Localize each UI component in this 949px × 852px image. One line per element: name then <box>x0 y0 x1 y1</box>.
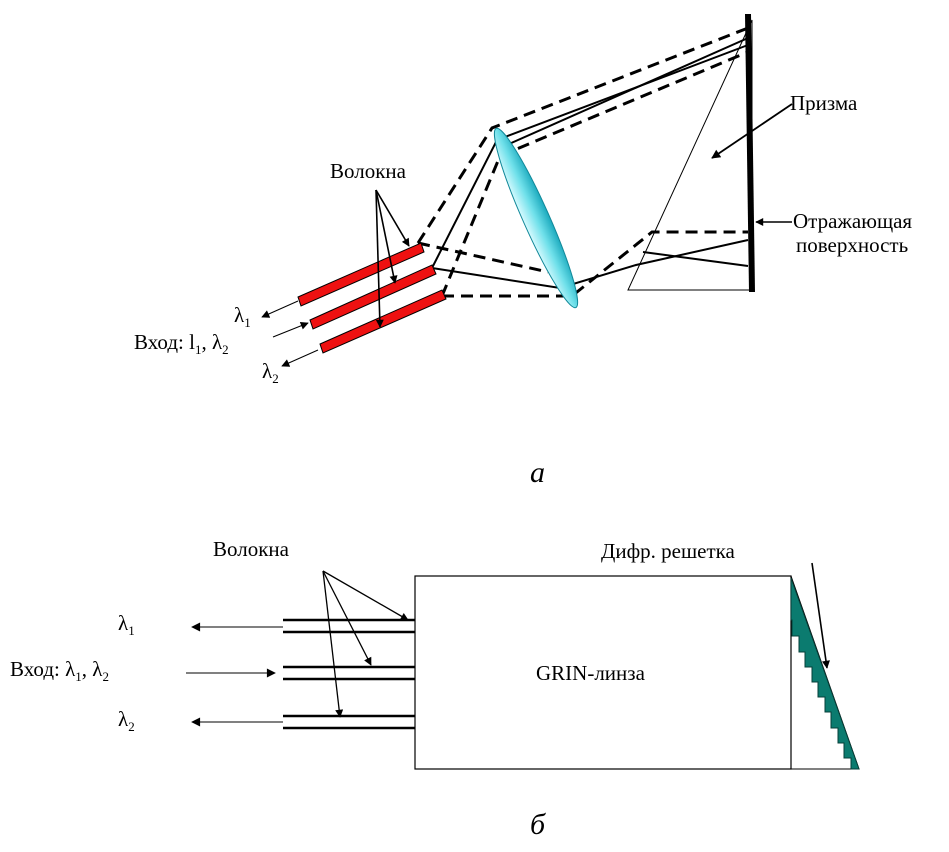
out1-label-b: λ1 <box>118 611 135 638</box>
out2-label-a: λ2 <box>262 359 279 386</box>
out1-arrow <box>261 300 299 318</box>
fibers-label-b: Волокна <box>213 537 290 561</box>
fibers-label-a: Волокна <box>330 159 407 183</box>
reflect-label-line1: Отражающая <box>793 209 912 233</box>
diagram-b: GRIN-линза Дифр. решетка Волокна λ1 <box>10 537 860 841</box>
grin-lens-label: GRIN-линза <box>536 661 646 685</box>
lens <box>493 127 579 309</box>
fibers-pointers-a <box>375 189 410 328</box>
grating-label: Дифр. решетка <box>601 539 736 563</box>
diagram-a: Волокна Призма Отражающая поверхность λ1… <box>134 13 912 489</box>
fiber-3 <box>319 289 447 354</box>
input-arrow <box>272 321 309 338</box>
dashed-rays <box>416 26 749 298</box>
solid-rays <box>431 37 749 290</box>
fibers-pointers-b <box>322 570 409 718</box>
out2-arrow <box>281 349 319 367</box>
prism-pointer <box>711 103 793 159</box>
grin-lens <box>414 575 792 770</box>
grating <box>790 577 860 770</box>
input-label-a: Вход: l1, λ2 <box>134 330 229 357</box>
reflect-label-line2: поверхность <box>796 233 908 257</box>
caption-a: а <box>530 456 545 489</box>
out2-label-b: λ2 <box>118 707 135 734</box>
reflective-surface <box>745 13 755 293</box>
input-label-b: Вход: λ1, λ2 <box>10 657 109 684</box>
out1-label-a: λ1 <box>234 303 251 330</box>
fibers-a <box>297 242 447 354</box>
prism-label: Призма <box>790 91 858 115</box>
grating-pointer <box>811 562 830 669</box>
caption-b: б <box>530 808 546 841</box>
fibers-b <box>283 618 415 730</box>
prism <box>627 19 753 291</box>
fiber-1 <box>297 242 425 307</box>
